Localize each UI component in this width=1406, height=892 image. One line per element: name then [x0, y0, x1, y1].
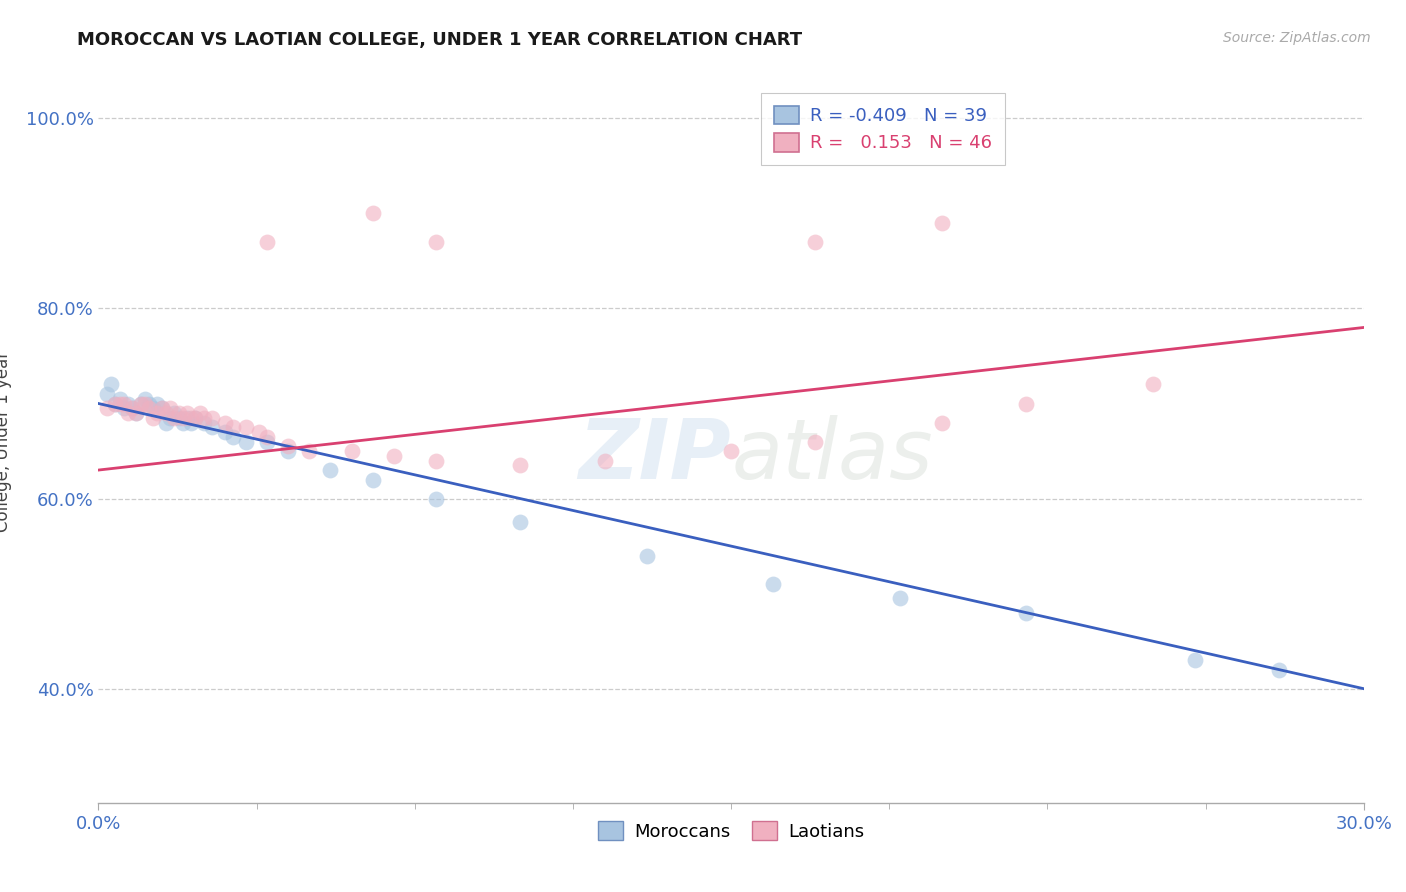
Point — [1142, 377, 1164, 392]
Point — [163, 406, 186, 420]
Point — [201, 410, 224, 425]
Legend: Moroccans, Laotians: Moroccans, Laotians — [591, 814, 872, 848]
Point — [762, 577, 785, 591]
Point — [1015, 606, 1038, 620]
Point — [931, 416, 953, 430]
Point — [593, 453, 616, 467]
Point — [319, 463, 342, 477]
Point — [180, 416, 202, 430]
Text: MOROCCAN VS LAOTIAN COLLEGE, UNDER 1 YEAR CORRELATION CHART: MOROCCAN VS LAOTIAN COLLEGE, UNDER 1 YEA… — [77, 31, 803, 49]
Point — [235, 420, 257, 434]
Point — [155, 416, 177, 430]
Point — [163, 410, 186, 425]
Point — [104, 396, 127, 410]
Point — [121, 401, 143, 416]
Point — [138, 401, 160, 416]
Point — [104, 396, 127, 410]
Point — [96, 387, 118, 401]
Point — [117, 406, 139, 420]
Point — [121, 401, 143, 416]
Point — [509, 516, 531, 530]
Point — [277, 444, 299, 458]
Point — [172, 416, 194, 430]
Point — [425, 453, 447, 467]
Point — [361, 206, 384, 220]
Point — [150, 401, 173, 416]
Point — [176, 406, 198, 420]
Point — [889, 591, 911, 606]
Point — [159, 401, 181, 416]
Point — [1184, 653, 1206, 667]
Point — [180, 410, 202, 425]
Point — [214, 416, 236, 430]
Point — [112, 396, 135, 410]
Point — [256, 235, 278, 249]
Point — [184, 410, 207, 425]
Point — [129, 396, 152, 410]
Point — [112, 401, 135, 416]
Point — [134, 392, 156, 406]
Point — [235, 434, 257, 449]
Point — [184, 410, 207, 425]
Point — [159, 410, 181, 425]
Point — [188, 406, 211, 420]
Point — [129, 396, 152, 410]
Point — [142, 410, 165, 425]
Point — [931, 216, 953, 230]
Point — [256, 430, 278, 444]
Point — [167, 406, 190, 420]
Text: ZIP: ZIP — [578, 416, 731, 497]
Point — [340, 444, 363, 458]
Point — [214, 425, 236, 439]
Text: Source: ZipAtlas.com: Source: ZipAtlas.com — [1223, 31, 1371, 45]
Point — [361, 473, 384, 487]
Point — [804, 235, 827, 249]
Point — [125, 406, 148, 420]
Point — [125, 406, 148, 420]
Point — [146, 396, 169, 410]
Point — [277, 439, 299, 453]
Point — [96, 401, 118, 416]
Point — [720, 444, 742, 458]
Text: atlas: atlas — [731, 416, 932, 497]
Point — [247, 425, 270, 439]
Point — [155, 406, 177, 420]
Point — [1015, 396, 1038, 410]
Point — [804, 434, 827, 449]
Point — [193, 416, 215, 430]
Y-axis label: College, Under 1 year: College, Under 1 year — [0, 351, 11, 533]
Point — [425, 491, 447, 506]
Point — [150, 401, 173, 416]
Point — [100, 377, 122, 392]
Point — [108, 396, 131, 410]
Point — [201, 420, 224, 434]
Point — [108, 392, 131, 406]
Point — [172, 410, 194, 425]
Point — [142, 401, 165, 416]
Point — [117, 396, 139, 410]
Point — [298, 444, 321, 458]
Point — [176, 410, 198, 425]
Point — [256, 434, 278, 449]
Point — [167, 410, 190, 425]
Point — [222, 420, 245, 434]
Point — [222, 430, 245, 444]
Point — [134, 396, 156, 410]
Point — [382, 449, 405, 463]
Point — [146, 406, 169, 420]
Point — [138, 396, 160, 410]
Point — [1268, 663, 1291, 677]
Point — [636, 549, 658, 563]
Point — [425, 235, 447, 249]
Point — [193, 410, 215, 425]
Point — [509, 458, 531, 473]
